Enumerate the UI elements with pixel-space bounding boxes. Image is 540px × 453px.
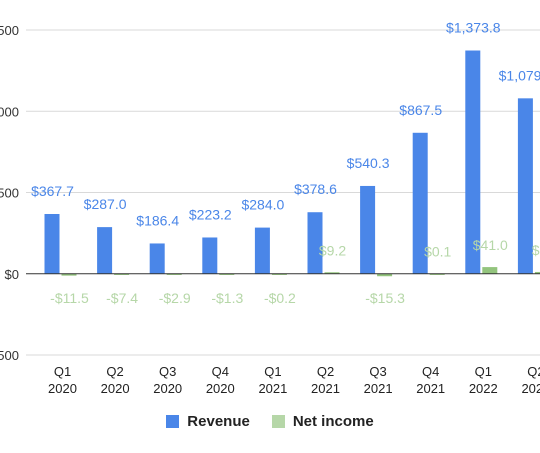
revenue-bar (517, 98, 533, 274)
net-income-bar (324, 272, 340, 274)
data-labels: $367.7 -$11.5 $287.0 -$7.4 $186.4 -$2.9 $223.2… (31, 20, 540, 306)
y-tick-label: $500 (0, 186, 19, 201)
y-tick-label: $1,000 (0, 104, 19, 119)
gridlines (26, 29, 540, 356)
revenue-bar (360, 185, 376, 274)
net-income-data-label: $9.2 (319, 242, 346, 258)
legend: Revenue Net income (0, 409, 540, 433)
revenue-data-label: $287.0 (84, 196, 127, 212)
net-income-data-label: $0.1 (424, 244, 451, 260)
net-income-data-label: -$1.3 (211, 290, 243, 306)
revenue-bar (465, 50, 481, 274)
net-income-bar (114, 273, 130, 275)
revenue-bar (307, 212, 323, 274)
legend-swatch-net-income (271, 414, 285, 428)
revenue-data-label: $1,373.8 (446, 20, 501, 36)
x-tick-label: Q3 2020 (153, 364, 182, 396)
net-income-data-label: -$7.4 (106, 290, 138, 306)
legend-label-net-income: Net income (292, 412, 374, 430)
net-income-bar (429, 273, 445, 275)
revenue-data-label: $867.5 (399, 102, 442, 118)
net-income-data-label: -$2.9 (159, 290, 191, 306)
x-tick-label: Q2 2020 (101, 364, 130, 396)
bars (44, 50, 540, 277)
revenue-bar (254, 227, 270, 274)
net-income-bar (482, 267, 498, 274)
x-tick-label: Q2 2021 (311, 364, 340, 396)
net-income-data-label: -$0.2 (264, 290, 296, 306)
net-income-bar (377, 273, 393, 277)
revenue-bar (202, 237, 218, 274)
x-tick-label: Q1 2020 (48, 364, 77, 396)
net-income-bar (534, 271, 540, 274)
y-tick-label: $0 (5, 267, 19, 282)
net-income-bar (61, 273, 77, 276)
x-tick-label: Q4 2021 (416, 364, 445, 396)
revenue-bar (412, 132, 428, 274)
x-tick-label: Q4 2020 (206, 364, 235, 396)
legend-item-revenue[interactable]: Revenue (166, 413, 250, 430)
revenue-data-label: $1,079.5 (499, 67, 540, 83)
y-tick-label: $1,500 (0, 23, 19, 38)
net-income-bar (219, 273, 235, 275)
revenue-data-label: $378.6 (294, 181, 337, 197)
net-income-data-label: -$11.5 (50, 290, 89, 306)
x-axis-tick-labels: Q1 2020 Q2 2020 Q3 2020 Q4 2020 Q1 2021 Q2 2021 Q3 20… (48, 364, 540, 396)
revenue-data-label: $186.4 (136, 212, 179, 228)
x-tick-label: Q3 2021 (364, 364, 393, 396)
net-income-bar (166, 273, 182, 275)
net-income-data-label: $41.0 (473, 237, 508, 253)
x-tick-label: Q1 2022 (469, 364, 498, 396)
revenue-bar (44, 213, 60, 274)
y-tick-label: -$500 (0, 348, 19, 363)
revenue-data-label: $540.3 (347, 155, 390, 171)
x-tick-label: Q1 2021 (258, 364, 287, 396)
legend-swatch-revenue (166, 414, 180, 428)
y-axis-tick-labels: -$500 $0 $500 $1,000 $1,500 (0, 23, 19, 363)
revenue-bar (97, 227, 113, 274)
revenue-data-label: $367.7 (31, 183, 74, 199)
revenue-bar (149, 243, 165, 274)
legend-item-net-income[interactable]: Net income (271, 412, 374, 430)
net-income-data-label: $11 (532, 242, 540, 258)
x-tick-label: Q22022 (521, 364, 540, 396)
revenue-data-label: $223.2 (189, 206, 232, 222)
net-income-bar (271, 273, 287, 275)
legend-label-revenue: Revenue (187, 412, 250, 430)
net-income-data-label: -$15.3 (365, 290, 405, 306)
revenue-data-label: $284.0 (241, 197, 284, 213)
